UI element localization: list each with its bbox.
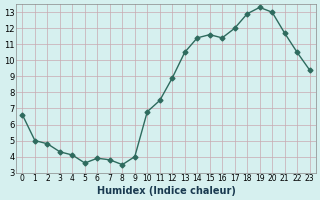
X-axis label: Humidex (Indice chaleur): Humidex (Indice chaleur): [97, 186, 236, 196]
